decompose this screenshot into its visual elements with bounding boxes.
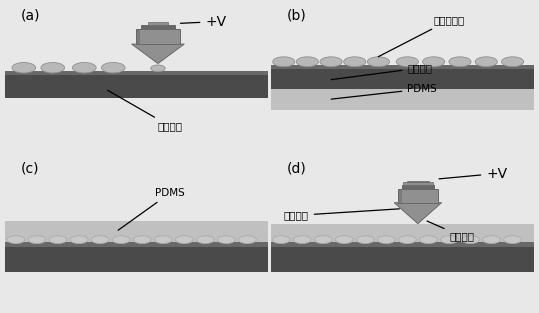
Ellipse shape [344,57,366,67]
Text: +V: +V [439,167,507,181]
Bar [398,189,402,203]
Text: (b): (b) [286,8,306,22]
Bar [407,181,429,182]
Polygon shape [394,203,441,223]
Ellipse shape [151,65,165,72]
Bar [271,89,534,110]
Ellipse shape [296,57,319,67]
Text: (a): (a) [21,8,40,22]
Bar [148,23,168,25]
Ellipse shape [482,236,501,244]
Ellipse shape [501,57,523,67]
Ellipse shape [273,57,295,67]
Ellipse shape [41,63,65,73]
Bar [5,71,268,75]
Bar [271,65,534,69]
Bar [402,186,434,189]
Ellipse shape [7,236,25,244]
Ellipse shape [475,57,497,67]
Ellipse shape [101,63,125,73]
Bar [5,242,268,247]
Ellipse shape [70,236,88,244]
Ellipse shape [368,57,390,67]
Ellipse shape [112,236,130,244]
Bar [5,221,268,242]
Bar [271,65,534,89]
Bar [398,189,438,203]
Ellipse shape [356,236,374,244]
Ellipse shape [396,57,418,67]
Text: PDMS: PDMS [118,188,185,230]
Bar [5,71,268,98]
Bar [403,182,433,186]
Bar [136,29,140,44]
Ellipse shape [133,236,151,244]
Bar [271,242,534,247]
Ellipse shape [423,57,445,67]
Ellipse shape [49,236,67,244]
Ellipse shape [320,57,342,67]
Ellipse shape [28,236,46,244]
Ellipse shape [196,236,214,244]
Ellipse shape [175,236,193,244]
Ellipse shape [440,236,458,244]
Bar [5,242,268,272]
Text: 电加热线: 电加热线 [284,209,399,220]
Ellipse shape [293,236,311,244]
Text: 微透镜阵列: 微透镜阵列 [378,15,465,57]
Bar [271,224,534,242]
Text: PDMS: PDMS [331,84,437,99]
Ellipse shape [217,236,236,244]
Bar [136,29,181,44]
Ellipse shape [154,236,172,244]
Text: +V: +V [181,15,226,29]
Ellipse shape [449,57,471,67]
Text: 硬质基底: 硬质基底 [331,63,432,80]
Ellipse shape [398,236,416,244]
Text: 硬质基底: 硬质基底 [108,90,183,131]
Ellipse shape [91,236,109,244]
Ellipse shape [377,236,395,244]
Text: 导电浆料: 导电浆料 [427,221,474,241]
Bar [271,242,534,272]
Ellipse shape [238,236,257,244]
Ellipse shape [335,236,353,244]
Ellipse shape [314,236,332,244]
Text: (c): (c) [21,162,40,176]
Ellipse shape [503,236,522,244]
Ellipse shape [419,236,437,244]
Ellipse shape [12,63,36,73]
Ellipse shape [272,236,290,244]
Text: (d): (d) [286,162,306,176]
Polygon shape [132,44,184,64]
Ellipse shape [72,63,96,73]
Ellipse shape [461,236,479,244]
Bar [141,25,175,29]
